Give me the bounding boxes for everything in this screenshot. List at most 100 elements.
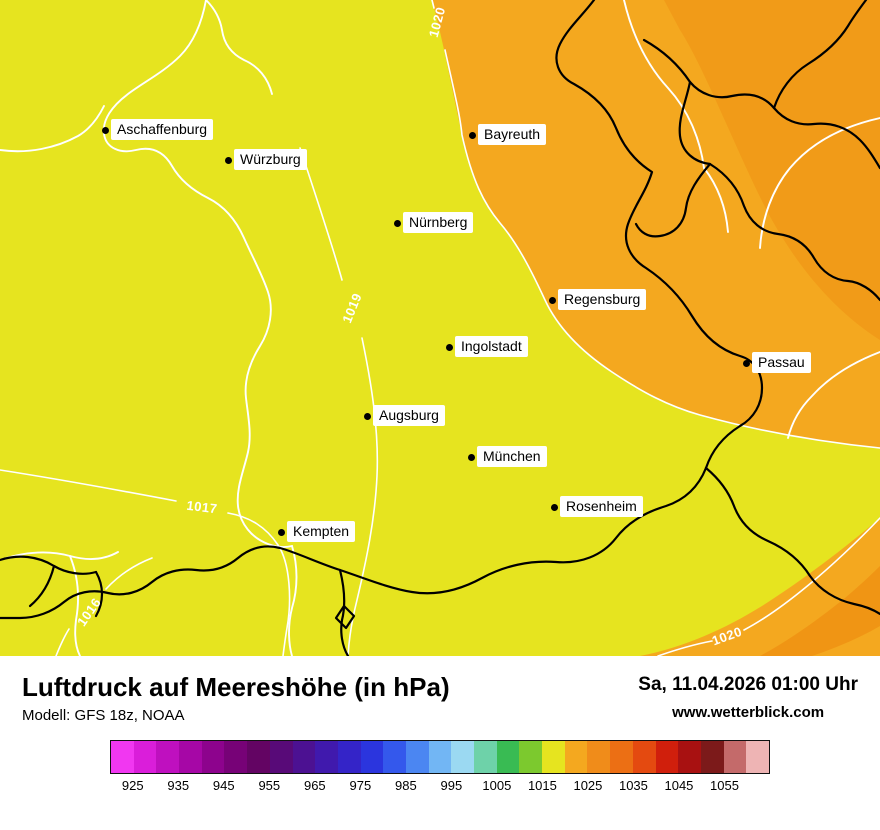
colorbar-segment	[269, 741, 293, 773]
colorbar-segment	[224, 741, 248, 773]
colorbar-tick-label: 935	[167, 778, 190, 793]
border-dip-south	[338, 568, 350, 656]
colorbar-segment	[133, 741, 157, 773]
colorbar-segment	[655, 741, 679, 773]
colorbar-segment	[519, 741, 543, 773]
isobar-1020-bottom-b	[743, 517, 880, 631]
isobar-1016-a	[55, 628, 70, 656]
valid-datetime: Sa, 11.04.2026 01:00 Uhr	[638, 674, 858, 695]
state-borders	[0, 0, 880, 656]
city-label: München	[477, 446, 547, 467]
colorbar-tick-label: 985	[395, 778, 417, 793]
isobar-1017-b	[227, 512, 291, 656]
border-enclave	[334, 604, 356, 630]
city-marker	[468, 454, 475, 461]
isobar-1017-a	[0, 469, 177, 502]
colorbar-tick-label: 925	[121, 778, 144, 793]
region-border-austria-east	[787, 351, 880, 439]
footer-right: Sa, 11.04.2026 01:00 Uhr www.wetterblick…	[638, 672, 858, 721]
city-marker	[225, 157, 232, 164]
border-alps-2	[94, 570, 104, 618]
colorbar-tick-label: 945	[212, 778, 235, 793]
region-border-czech-2	[759, 117, 880, 249]
city-label: Würzburg	[234, 149, 307, 170]
border-czech-german	[555, 0, 764, 470]
colorbar-segments	[110, 740, 770, 774]
colorbar-segment	[111, 741, 134, 773]
city-label: Aschaffenburg	[111, 119, 214, 140]
model-info: Modell: GFS 18z, NOAA	[22, 707, 185, 724]
city-label: Nürnberg	[403, 212, 474, 233]
colorbar-tick-label: 955	[258, 778, 281, 793]
pressure-fill-corner-deep	[760, 566, 880, 656]
border-austria-west	[0, 466, 708, 620]
colorbar-segment	[292, 741, 316, 773]
colorbar-segment	[247, 741, 270, 773]
page-title: Luftdruck auf Meereshöhe (in hPa)	[22, 672, 450, 702]
colorbar-segment	[451, 741, 474, 773]
isobar-1020-top	[431, 0, 435, 9]
colorbar-tick-label: 1055	[710, 778, 739, 793]
colorbar-segment	[428, 741, 452, 773]
city-marker	[743, 360, 750, 367]
city-marker	[469, 132, 476, 139]
border-austria-southeast	[704, 466, 880, 616]
city-marker	[551, 504, 558, 511]
region-border-czech-3	[703, 167, 729, 233]
colorbar-tick-label: 965	[303, 778, 326, 793]
colorbar-segment	[315, 741, 338, 773]
state-border-bavaria-west	[102, 0, 293, 548]
footer-left: Luftdruck auf Meereshöhe (in hPa) Modell…	[22, 672, 450, 724]
city-marker	[446, 344, 453, 351]
city-marker	[364, 413, 371, 420]
colorbar-segment	[496, 741, 520, 773]
city-label: Augsburg	[373, 405, 445, 426]
state-border-hessen	[0, 105, 105, 153]
city-label: Bayreuth	[478, 124, 547, 145]
footer-header: Luftdruck auf Meereshöhe (in hPa) Modell…	[22, 672, 858, 724]
colorbar-tick-label: 975	[349, 778, 372, 793]
colorbar-segment	[542, 741, 565, 773]
pressure-map: 1020 1019 1017 1016 1020 Aschaffenburg Würzbu…	[0, 0, 880, 656]
region-border-czech-1	[623, 0, 705, 169]
colorbar-tick-labels: 925 935 945 955 965 975 985 995 1005 1015 1025 1035…	[110, 778, 770, 800]
colorbar-segment	[632, 741, 656, 773]
colorbar-segment	[723, 741, 747, 773]
colorbar-tick-label: 1025	[573, 778, 603, 793]
colorbar-segment	[360, 741, 384, 773]
pressure-colorbar: 925 935 945 955 965 975 985 995 1005 1015 1025 1035…	[110, 740, 770, 800]
isobar-1020-top2	[444, 49, 880, 449]
map-footer: Luftdruck auf Meereshöhe (in hPa) Modell…	[0, 656, 880, 830]
city-label: Kempten	[287, 521, 356, 542]
colorbar-tick-label: 1035	[618, 778, 648, 793]
city-label: Regensburg	[558, 289, 647, 310]
state-border-south	[288, 545, 298, 656]
colorbar-tick-label: 1045	[664, 778, 694, 793]
city-label: Ingolstadt	[455, 336, 528, 357]
colorbar-tick-label: 1015	[527, 778, 557, 793]
colorbar-segment	[746, 741, 769, 773]
country-borders	[0, 0, 880, 656]
city-marker	[102, 127, 109, 134]
border-ne-3	[772, 0, 868, 110]
pressure-fill-deep-orange	[664, 0, 880, 340]
website-link[interactable]: www.wetterblick.com	[672, 704, 825, 721]
colorbar-segment	[337, 741, 361, 773]
city-label-layer: Aschaffenburg Würzburg Bayreuth Nürnberg Reg…	[102, 119, 811, 542]
colorbar-segment	[201, 741, 225, 773]
colorbar-segment	[383, 741, 406, 773]
colorbar-segment	[587, 741, 611, 773]
city-marker	[394, 220, 401, 227]
colorbar-segment	[700, 741, 724, 773]
colorbar-segment	[156, 741, 180, 773]
isobar-1020-bottom-a	[657, 640, 713, 656]
colorbar-segment	[474, 741, 497, 773]
colorbar-segment	[564, 741, 588, 773]
colorbar-segment	[610, 741, 633, 773]
colorbar-segment	[678, 741, 701, 773]
border-ne-4	[708, 162, 880, 302]
colorbar-segment	[179, 741, 202, 773]
colorbar-segment	[405, 741, 429, 773]
colorbar-tick-label: 995	[440, 778, 463, 793]
